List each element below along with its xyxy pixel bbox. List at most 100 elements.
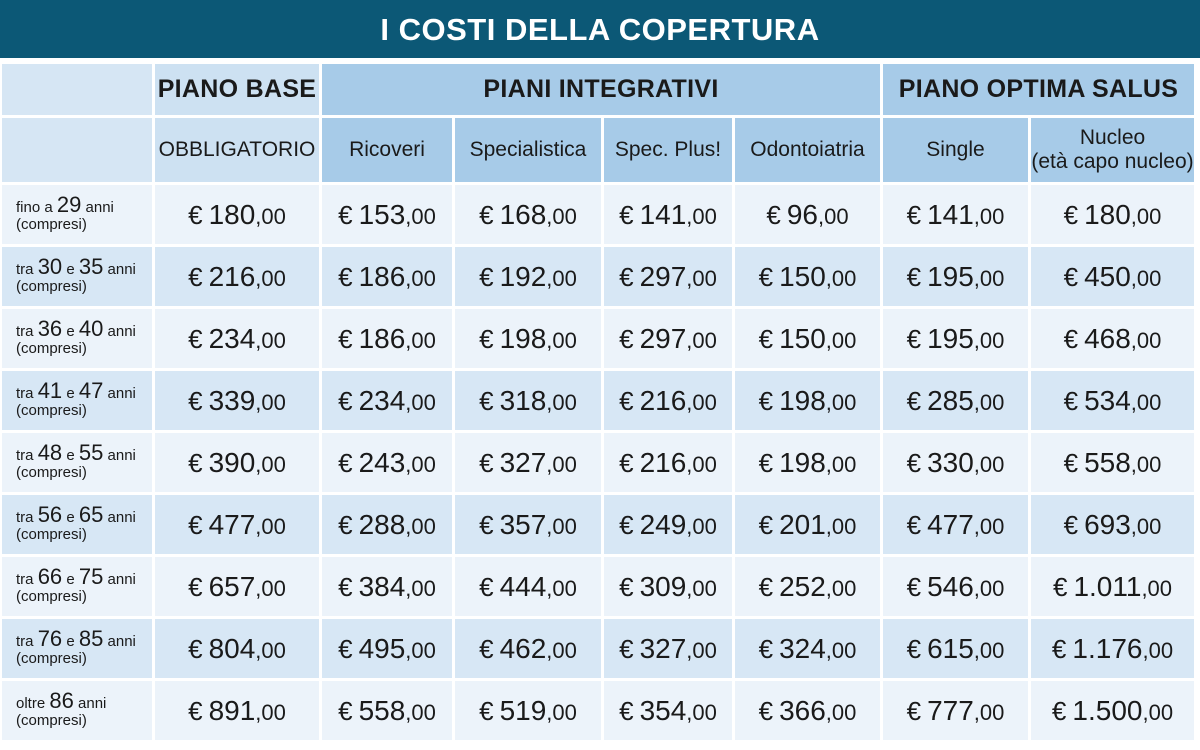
- price-integer: 252: [779, 570, 826, 602]
- age-range-line: oltre 86 anni: [16, 690, 106, 713]
- price-value: €252,00: [759, 571, 857, 602]
- age-range-cell: tra 41 e 47 anni (compresi): [2, 371, 152, 430]
- price-integer: 186: [358, 322, 406, 354]
- price-integer: 243: [358, 446, 406, 478]
- currency-symbol: €: [188, 323, 203, 354]
- price-cell: €180,00: [1031, 185, 1194, 244]
- price-decimals: ,00: [405, 699, 436, 725]
- price-cell: €327,00: [455, 433, 601, 492]
- price-decimals: ,00: [686, 451, 717, 477]
- price-integer: 1.176: [1072, 632, 1143, 664]
- sub-corner-cell: [2, 118, 152, 182]
- price-decimals: ,00: [546, 575, 577, 601]
- price-decimals: ,00: [255, 389, 286, 415]
- price-decimals: ,00: [255, 513, 286, 539]
- price-decimals: ,00: [1130, 203, 1162, 229]
- price-decimals: ,00: [546, 451, 577, 477]
- price-decimals: ,00: [825, 265, 857, 291]
- price-cell: €234,00: [322, 371, 452, 430]
- price-value: €495,00: [338, 633, 436, 664]
- price-integer: 249: [639, 508, 687, 540]
- price-integer: 216: [639, 446, 687, 478]
- currency-symbol: €: [619, 509, 634, 540]
- price-value: €390,00: [188, 447, 286, 478]
- table-row: tra 41 e 47 anni (compresi) €339,00 €234,00…: [2, 371, 1194, 430]
- currency-symbol: €: [188, 447, 203, 478]
- price-integer: 390: [208, 446, 256, 478]
- age-unit: anni: [107, 447, 136, 464]
- age-unit: anni: [107, 633, 136, 650]
- group-piano-base: PIANO BASE: [155, 64, 319, 115]
- price-cell: €558,00: [1031, 433, 1194, 492]
- price-value: €1.500,00: [1052, 695, 1173, 726]
- currency-symbol: €: [338, 385, 353, 416]
- price-integer: 234: [358, 384, 406, 416]
- price-cell: €285,00: [883, 371, 1028, 430]
- table-title: I COSTI DELLA COPERTURA: [0, 0, 1200, 58]
- price-integer: 216: [639, 384, 687, 416]
- currency-symbol: €: [906, 509, 922, 540]
- price-value: €288,00: [338, 509, 436, 540]
- currency-symbol: €: [758, 695, 774, 726]
- price-cell: €318,00: [455, 371, 601, 430]
- currency-symbol: €: [338, 199, 353, 230]
- price-cell: €168,00: [455, 185, 601, 244]
- subheader-ricoveri: Ricoveri: [322, 118, 452, 182]
- price-decimals: ,00: [825, 699, 857, 725]
- currency-symbol: €: [619, 261, 634, 292]
- price-integer: 330: [927, 446, 974, 478]
- price-decimals: ,00: [973, 575, 1005, 601]
- table-row: tra 36 e 40 anni (compresi) €234,00 €186,00…: [2, 309, 1194, 368]
- age-to: 75: [78, 564, 104, 589]
- price-integer: 519: [499, 694, 547, 726]
- age-prefix: tra: [16, 385, 34, 402]
- price-decimals: ,00: [686, 575, 717, 601]
- age-note: (compresi): [16, 278, 87, 295]
- price-integer: 327: [499, 446, 547, 478]
- price-integer: 180: [1084, 198, 1131, 230]
- price-value: €450,00: [1064, 261, 1162, 292]
- price-value: €657,00: [188, 571, 286, 602]
- price-cell: €444,00: [455, 557, 601, 616]
- age-range-line: tra 36 e 40 anni: [16, 318, 136, 341]
- age-note: (compresi): [16, 464, 87, 481]
- price-integer: 657: [208, 570, 256, 602]
- price-integer: 462: [499, 632, 547, 664]
- price-decimals: ,00: [1142, 637, 1174, 663]
- currency-symbol: €: [619, 571, 634, 602]
- price-cell: €249,00: [604, 495, 732, 554]
- price-value: €468,00: [1064, 323, 1162, 354]
- currency-symbol: €: [906, 695, 922, 726]
- age-note: (compresi): [16, 340, 87, 357]
- price-decimals: ,00: [255, 327, 286, 353]
- price-cell: €150,00: [735, 309, 880, 368]
- price-cell: €657,00: [155, 557, 319, 616]
- age-from: 29: [56, 192, 82, 217]
- price-integer: 192: [499, 260, 547, 292]
- price-value: €216,00: [619, 447, 717, 478]
- currency-symbol: €: [188, 509, 203, 540]
- age-range-line: tra 30 e 35 anni: [16, 256, 136, 279]
- price-decimals: ,00: [825, 451, 857, 477]
- price-integer: 141: [639, 198, 687, 230]
- price-value: €249,00: [619, 509, 717, 540]
- age-from: 56: [37, 502, 63, 527]
- price-cell: €192,00: [455, 247, 601, 306]
- price-cell: €297,00: [604, 309, 732, 368]
- price-cell: €693,00: [1031, 495, 1194, 554]
- currency-symbol: €: [906, 385, 922, 416]
- price-cell: €195,00: [883, 247, 1028, 306]
- price-integer: 339: [208, 384, 256, 416]
- price-cell: €534,00: [1031, 371, 1194, 430]
- price-value: €150,00: [759, 261, 857, 292]
- price-cell: €96,00: [735, 185, 880, 244]
- currency-symbol: €: [479, 447, 494, 478]
- price-cell: €366,00: [735, 681, 880, 740]
- currency-symbol: €: [758, 447, 774, 478]
- price-integer: 354: [639, 694, 687, 726]
- price-cell: €150,00: [735, 247, 880, 306]
- subheader-nucleo-line2: (età capo nucleo): [1031, 150, 1194, 173]
- price-value: €354,00: [619, 695, 717, 726]
- price-integer: 615: [927, 632, 974, 664]
- price-value: €180,00: [1064, 199, 1162, 230]
